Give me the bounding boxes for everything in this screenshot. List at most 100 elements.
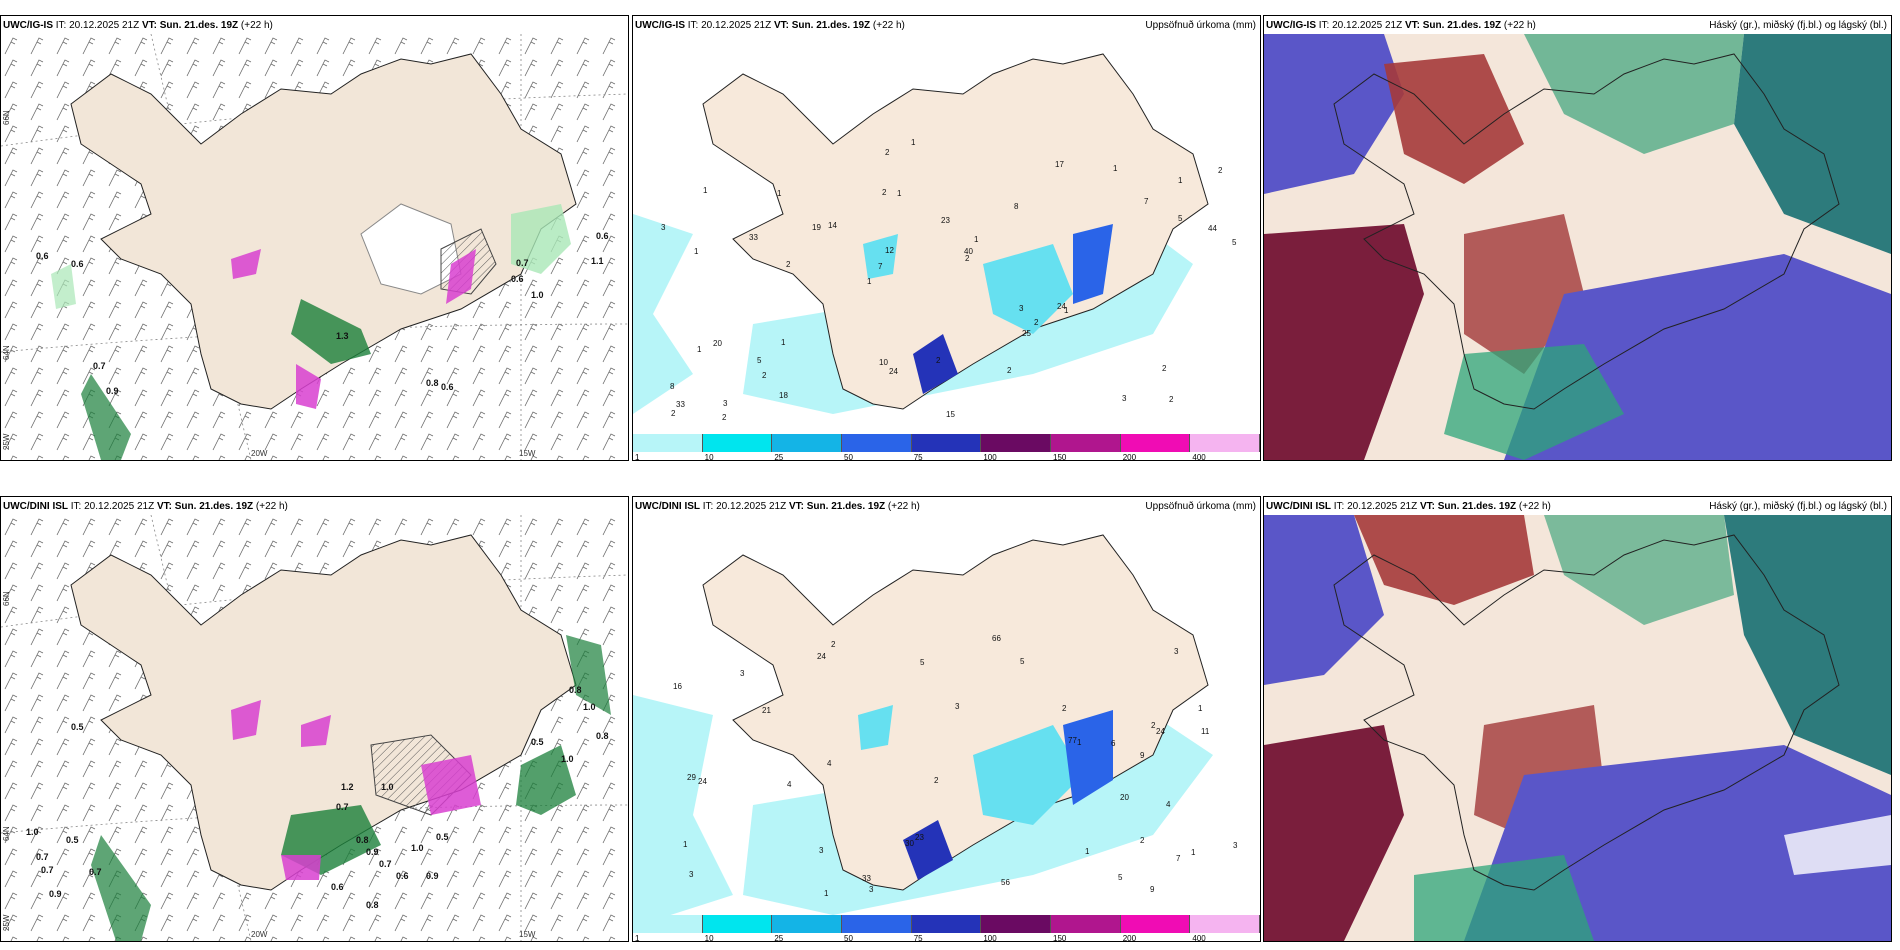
- precip-label: 2: [1218, 166, 1223, 175]
- colorbar-label: 25: [774, 934, 784, 942]
- precip-label: 3: [1174, 647, 1179, 656]
- snow-label: 1.0: [531, 290, 544, 300]
- precip-label: 5: [1178, 214, 1183, 223]
- colorbar-label: 400: [1192, 453, 1206, 461]
- precip-label: 1: [1178, 176, 1183, 185]
- colorbar-segment: 150: [1051, 434, 1121, 460]
- precip-label: 3: [740, 669, 745, 678]
- snow-label: 1.0: [561, 754, 574, 764]
- precip-label: 3: [1019, 304, 1024, 313]
- colorbar-label: 400: [1192, 934, 1206, 942]
- precip-label: 3: [869, 885, 874, 894]
- colorbar-segment: 100: [981, 915, 1052, 941]
- panel-dini-clouds: UWC/DINI ISL IT: 20.12.2025 21Z VT: Sun.…: [1263, 496, 1892, 942]
- precip-label: 2: [965, 254, 970, 263]
- precip-label: 5: [920, 658, 925, 667]
- precip-label: 1: [777, 189, 782, 198]
- snow-label: 0.6: [331, 882, 344, 892]
- colorbar-label: 10: [704, 453, 714, 461]
- precip-label: 4: [1166, 800, 1171, 809]
- colorbar: 1 10 25 50 75 100 150 200 400: [633, 915, 1260, 941]
- precip-label: 14: [828, 221, 837, 230]
- precip-label: 66: [992, 634, 1001, 643]
- precip-label: 1: [1064, 306, 1069, 315]
- precip-label: 20: [713, 339, 722, 348]
- colorbar-segment: 400: [1190, 915, 1260, 941]
- snow-label: 1.0: [583, 702, 596, 712]
- snow-label: 0.7: [36, 852, 49, 862]
- precip-label: 1: [703, 186, 708, 195]
- snow-label: 0.6: [396, 871, 409, 881]
- snow-label: 0.7: [516, 258, 529, 268]
- precip-label: 1: [683, 840, 688, 849]
- lon-label: 20W: [251, 449, 268, 458]
- precip-label: 18: [779, 391, 788, 400]
- precip-label: 9: [1140, 751, 1145, 760]
- precip-label: 1: [1113, 164, 1118, 173]
- panel-title: UWC/IG-IS IT: 20.12.2025 21Z VT: Sun. 21…: [635, 20, 905, 31]
- precip-label: 2: [762, 371, 767, 380]
- colorbar-segment: 75: [911, 434, 982, 460]
- colorbar-segment: 10: [702, 915, 773, 941]
- colorbar-segment: 25: [772, 434, 843, 460]
- wind-snow-map: 0.6 0.6 0.7 0.9 0.7 0.6 1.0 0.6 1.1 0.8 …: [1, 34, 628, 460]
- snow-label: 0.9: [426, 871, 439, 881]
- panel-right-title: Uppsöfnuð úrkoma (mm): [1145, 501, 1256, 512]
- panel-title: UWC/IG-IS IT: 20.12.2025 21Z VT: Sun. 21…: [3, 20, 273, 31]
- snow-label: 0.5: [531, 737, 544, 747]
- snow-label: 0.8: [356, 835, 369, 845]
- precip-label: 5: [1020, 657, 1025, 666]
- snow-label: 0.6: [511, 274, 524, 284]
- precip-label: 4: [787, 780, 792, 789]
- precip-label: 2: [671, 409, 676, 418]
- precip-label: 7: [878, 262, 883, 271]
- colorbar-label: 150: [1053, 453, 1067, 461]
- colorbar-label: 150: [1053, 934, 1067, 942]
- precip-label: 1: [694, 247, 699, 256]
- panel-title: UWC/DINI ISL IT: 20.12.2025 21Z VT: Sun.…: [635, 501, 920, 512]
- precip-label: 9: [1150, 885, 1155, 894]
- snow-label: 0.9: [366, 847, 379, 857]
- precip-label: 2: [831, 640, 836, 649]
- snow-label: 0.7: [336, 802, 349, 812]
- colorbar-segment: 50: [842, 915, 912, 941]
- precip-label: 19: [812, 223, 821, 232]
- colorbar-label: 200: [1122, 453, 1137, 461]
- precip-label: 2: [1151, 721, 1156, 730]
- cloud-map: [1264, 515, 1891, 941]
- precip-label: 1: [911, 138, 916, 147]
- precip-label: 24: [889, 367, 898, 376]
- colorbar-segment: 150: [1051, 915, 1121, 941]
- colorbar-label: 1: [635, 453, 640, 461]
- iceland-landmass: [702, 534, 1209, 891]
- precip-label: 33: [749, 233, 758, 242]
- snow-label: 0.8: [596, 731, 609, 741]
- snow-label: 1.0: [381, 782, 394, 792]
- panel-dini-precip: UWC/DINI ISL IT: 20.12.2025 21Z VT: Sun.…: [632, 496, 1261, 942]
- precip-label: 7: [1144, 197, 1149, 206]
- precip-label: 16: [673, 682, 682, 691]
- panel-ig-is-wind: UWC/IG-IS IT: 20.12.2025 21Z VT: Sun. 21…: [0, 15, 629, 461]
- lon-label: 25W: [2, 914, 11, 931]
- precip-label: 56: [1001, 878, 1010, 887]
- precip-label: 15: [946, 410, 955, 419]
- precip-label: 2: [936, 356, 941, 365]
- snow-label: 0.7: [379, 859, 392, 869]
- precip-label: 17: [1055, 160, 1064, 169]
- precip-label: 3: [819, 846, 824, 855]
- precip-label: 2: [885, 148, 890, 157]
- lon-label: 25W: [2, 433, 11, 450]
- precip-map: 2111832232014821111253571012117132241519…: [633, 53, 1237, 422]
- precip-label: 23: [941, 216, 950, 225]
- precip-label: 2: [882, 188, 887, 197]
- panel-title: UWC/DINI ISL IT: 20.12.2025 21Z VT: Sun.…: [3, 501, 288, 512]
- snow-label: 1.3: [336, 331, 349, 341]
- panel-right-title: Háský (gr.), miðský (fj.bl.) og lágský (…: [1709, 501, 1887, 512]
- precip-label: 21: [762, 706, 771, 715]
- precip-label: 30: [905, 839, 914, 848]
- precip-label: 3: [1122, 394, 1127, 403]
- snow-label: 0.8: [426, 378, 439, 388]
- snow-label: 0.5: [436, 832, 449, 842]
- lon-label: 15W: [519, 449, 536, 458]
- precip-label: 11: [1201, 727, 1210, 736]
